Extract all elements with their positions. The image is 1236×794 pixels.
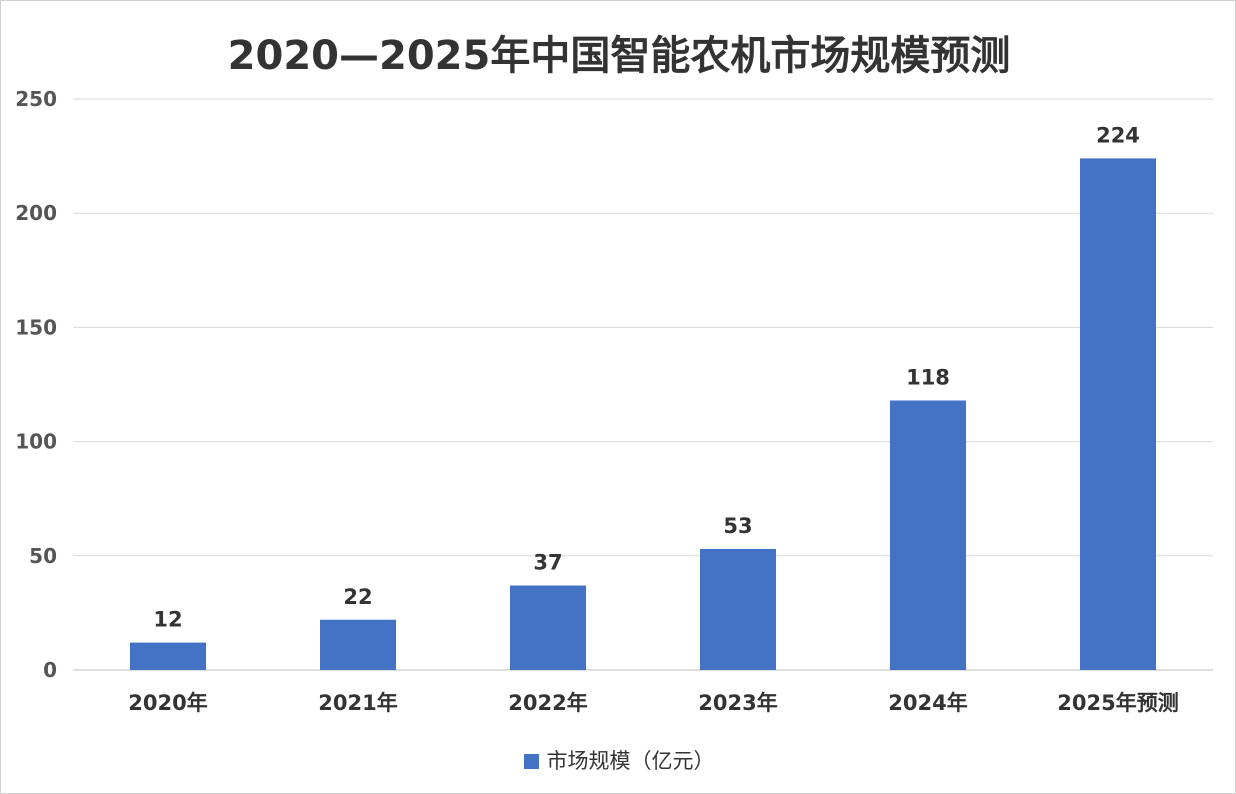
x-category-label: 2023年 bbox=[698, 691, 777, 715]
legend-swatch bbox=[523, 754, 539, 769]
data-label: 53 bbox=[723, 514, 752, 538]
y-tick-label: 250 bbox=[15, 87, 57, 111]
bar bbox=[700, 548, 776, 670]
data-label: 37 bbox=[533, 550, 562, 574]
data-label: 22 bbox=[343, 585, 372, 609]
bar bbox=[130, 642, 206, 670]
x-category-label: 2022年 bbox=[508, 691, 587, 715]
data-label: 118 bbox=[906, 365, 950, 389]
bar bbox=[320, 619, 396, 670]
bar bbox=[890, 400, 966, 670]
legend-label: 市场规模（亿元） bbox=[546, 749, 715, 773]
legend: 市场规模（亿元） bbox=[1, 745, 1236, 775]
y-tick-label: 150 bbox=[15, 315, 57, 339]
y-tick-label: 200 bbox=[15, 201, 57, 225]
y-tick-label: 0 bbox=[43, 658, 57, 682]
y-tick-label: 50 bbox=[29, 544, 57, 568]
bar bbox=[510, 585, 586, 670]
chart-title: 2020—2025年中国智能农机市场规模预测 bbox=[227, 33, 1011, 79]
x-category-label: 2020年 bbox=[128, 691, 207, 715]
x-category-label: 2025年预测 bbox=[1057, 691, 1178, 715]
y-tick-label: 100 bbox=[15, 430, 57, 454]
x-category-label: 2024年 bbox=[888, 691, 967, 715]
data-label: 224 bbox=[1096, 123, 1140, 147]
data-label: 12 bbox=[153, 608, 182, 632]
bar-chart: 0 50 100 150 200 250 12 2020年 22 2021年 37 2022年 53 20… bbox=[15, 87, 1213, 715]
x-category-label: 2021年 bbox=[318, 691, 397, 715]
bar bbox=[1080, 158, 1156, 670]
